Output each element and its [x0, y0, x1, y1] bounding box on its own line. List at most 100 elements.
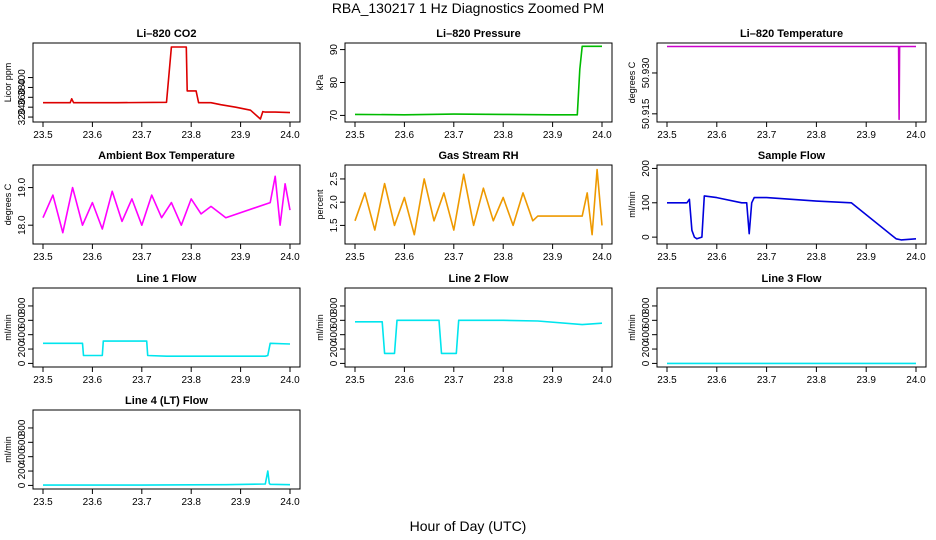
y-axis-label: Licor ppm [3, 63, 13, 103]
panel-4: Ambient Box Temperature 23.5 23.6 23.7 23.8 2… [3, 150, 301, 263]
panel-title: Line 3 Flow [762, 273, 822, 285]
y-axis-label: kPa [315, 75, 325, 91]
panel-6: Sample Flow 23.5 23.6 23.7 23.8 23.9 24.0 0 100 2… [627, 150, 927, 263]
x-tick-label: 23.5 [33, 375, 53, 386]
x-tick-label: 23.8 [181, 252, 201, 263]
y-axis-label: degrees C [627, 61, 637, 103]
panel-3: Li–820 Temperature 23.5 23.6 23.7 23.8 23.9 24… [627, 28, 927, 141]
y-tick-label: 200 [641, 340, 652, 357]
y-tick-label: 200 [17, 462, 28, 479]
panel-title: Li–820 CO2 [137, 28, 197, 40]
y-tick-label: 90 [329, 44, 340, 56]
main-title: RBA_130217 1 Hz Diagnostics Zoomed PM [331, 0, 605, 16]
x-tick-label: 24.0 [280, 375, 300, 386]
y-tick-label: 400 [17, 69, 28, 86]
series-line [355, 319, 603, 355]
y-tick-label: 600 [641, 312, 652, 329]
y-axis-label: ml/min [3, 314, 13, 341]
x-tick-label: 24.0 [280, 252, 300, 263]
x-tick-label: 23.6 [395, 375, 415, 386]
x-tick-label: 23.7 [444, 375, 464, 386]
x-tick-label: 23.6 [707, 130, 727, 141]
y-tick-label: 400 [17, 448, 28, 465]
x-tick-label: 24.0 [280, 497, 300, 508]
y-tick-label: 2.0 [329, 195, 340, 209]
x-tick-label: 23.8 [493, 252, 513, 263]
x-tick-label: 23.5 [657, 252, 677, 263]
x-tick-label: 23.8 [493, 130, 513, 141]
y-tick-label: 800 [329, 297, 340, 314]
x-tick-label: 24.0 [592, 130, 612, 141]
x-tick-label: 23.9 [543, 252, 563, 263]
plot-frame [32, 409, 301, 490]
y-tick-label: 70 [329, 109, 340, 121]
plot-frame [344, 287, 613, 368]
y-tick-label: 2.5 [329, 172, 340, 186]
plot-frame [656, 42, 927, 123]
y-tick-label: 600 [329, 312, 340, 329]
x-tick-label: 23.9 [231, 252, 251, 263]
panel-title: Line 4 (LT) Flow [125, 395, 208, 407]
panel-8: Line 2 Flow 23.5 23.6 23.7 23.8 23.9 24.0 0 2004… [315, 273, 613, 386]
y-tick-label: 380 [17, 79, 28, 96]
series-line [667, 45, 916, 121]
series-line [43, 340, 291, 358]
x-tick-label: 24.0 [906, 130, 926, 141]
x-tick-label: 23.7 [444, 130, 464, 141]
x-tick-label: 23.7 [757, 375, 777, 386]
x-tick-label: 23.6 [707, 252, 727, 263]
x-tick-label: 23.5 [657, 130, 677, 141]
y-tick-label: 800 [641, 297, 652, 314]
series-line [354, 168, 603, 236]
y-tick-label: 18.0 [17, 215, 28, 235]
panel-title: Ambient Box Temperature [98, 150, 235, 162]
x-tick-label: 23.6 [395, 252, 415, 263]
y-tick-label: 1.5 [329, 218, 340, 232]
x-tick-label: 23.9 [231, 375, 251, 386]
y-tick-label: 320 [17, 108, 28, 125]
y-tick-label: 0 [641, 360, 652, 366]
x-tick-label: 23.5 [33, 497, 53, 508]
panel-10: Line 4 (LT) Flow 23.5 23.6 23.7 23.8 23.9 24.0… [3, 395, 301, 508]
x-tick-label: 23.8 [807, 252, 827, 263]
x-tick-label: 24.0 [906, 252, 926, 263]
plot-frame [32, 42, 301, 123]
x-tick-label: 23.6 [83, 497, 103, 508]
y-axis-label: ml/min [315, 314, 325, 341]
x-tick-label: 23.5 [345, 375, 365, 386]
y-axis-label: ml/min [627, 191, 637, 218]
x-tick-label: 23.8 [181, 130, 201, 141]
x-tick-label: 23.7 [444, 252, 464, 263]
panel-5: Gas Stream RH 23.5 23.6 23.7 23.8 23.9 24.0 1.5… [315, 150, 613, 263]
x-tick-label: 23.9 [856, 375, 876, 386]
panel-title: Li–820 Temperature [740, 28, 843, 40]
x-tick-label: 23.8 [807, 375, 827, 386]
series-line [354, 45, 602, 116]
plot-frame [656, 287, 927, 368]
y-tick-label: 50.915 [641, 98, 652, 129]
x-tick-label: 23.6 [395, 130, 415, 141]
y-axis-label: degrees C [3, 183, 13, 225]
x-axis-label: Hour of Day (UTC) [409, 518, 527, 534]
x-tick-label: 24.0 [592, 375, 612, 386]
panel-2: Li–820 Pressure 23.5 23.6 23.7 23.8 23.9 24.0 7… [315, 28, 613, 141]
y-tick-label: 19.0 [17, 177, 28, 197]
x-tick-label: 23.8 [181, 497, 201, 508]
x-tick-label: 23.5 [345, 130, 365, 141]
panel-1: Li–820 CO2 23.5 23.6 23.7 23.8 23.9 24.0 320340… [3, 28, 301, 141]
x-tick-label: 23.9 [856, 130, 876, 141]
x-tick-label: 23.5 [33, 130, 53, 141]
y-tick-label: 400 [17, 326, 28, 343]
plot-frame [32, 287, 301, 368]
y-tick-label: 200 [17, 340, 28, 357]
y-tick-label: 0 [17, 482, 28, 488]
y-tick-label: 0 [329, 360, 340, 366]
y-tick-label: 400 [329, 326, 340, 343]
x-tick-label: 23.9 [543, 375, 563, 386]
x-tick-label: 23.7 [132, 497, 152, 508]
x-tick-label: 23.6 [83, 130, 103, 141]
x-tick-label: 23.9 [856, 252, 876, 263]
panel-title: Li–820 Pressure [436, 28, 520, 40]
x-tick-label: 23.9 [543, 130, 563, 141]
x-tick-label: 23.9 [231, 497, 251, 508]
